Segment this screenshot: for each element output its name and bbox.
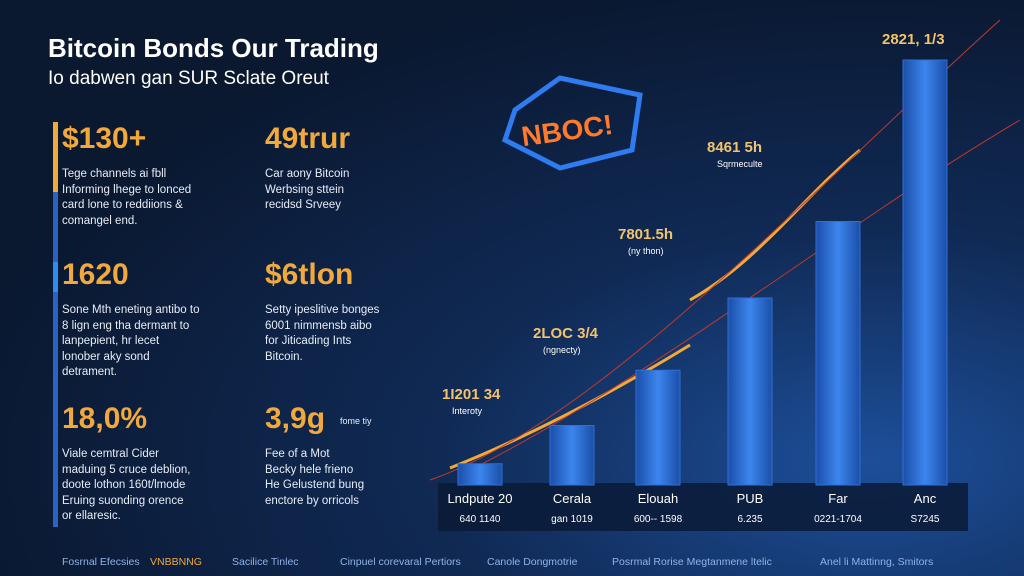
stat-line: detrament. <box>62 366 117 378</box>
stat-value: 1620 <box>62 258 129 291</box>
bar <box>635 369 681 486</box>
category-label: Lndpute 20 <box>447 491 512 506</box>
annotation: 2LOC 3/4 <box>533 325 599 342</box>
category-label: PUB <box>737 491 764 506</box>
stat-line: card lone to reddiions & <box>62 199 183 211</box>
trend-line <box>449 343 691 470</box>
category-note: 600-- 1598 <box>634 514 683 525</box>
stat-line: Informing lhege to lonced <box>62 183 192 196</box>
label-panel <box>438 483 968 531</box>
category-note: 640 1140 <box>460 514 501 525</box>
stat-line: Tege channels ai fbll <box>62 168 167 180</box>
stat-value: 49trur <box>265 122 351 155</box>
stat-line: recidsd Srveey <box>265 199 342 211</box>
subtitle: Io dabwen gan SUR Sclate Oreut <box>48 68 329 89</box>
bar <box>902 59 948 486</box>
bar <box>549 425 595 486</box>
footer-item: VNBBNNG <box>150 556 202 568</box>
category-label: Cerala <box>553 491 592 506</box>
stat-line: 8 lign eng tha dermant to <box>62 319 190 332</box>
category-label: Anc <box>914 491 937 506</box>
stat-line: Bitcoin. <box>265 350 303 363</box>
stat-line: Setty ipeslitive bonges <box>265 304 380 316</box>
footer-item: Fosrnal Efecsies <box>62 556 140 568</box>
stat-line: enctore by orricols <box>265 494 359 507</box>
title: Bitcoin Bonds Our Trading <box>48 33 379 63</box>
footer-item: Cinpuel corevaral Pertiors <box>340 556 461 568</box>
footer-item: Sacilice Tinlec <box>232 556 299 568</box>
stat-line: Werbsing sttein <box>265 183 345 196</box>
stat-line: He Gelustend bung <box>265 479 365 491</box>
stat-line: doote lothon 160t/lmode <box>62 479 186 491</box>
badge: NBOC! <box>501 75 643 171</box>
stat-value: $130+ <box>62 122 147 155</box>
category-note: 6.235 <box>737 514 762 525</box>
stat-line: 6001 nimmensb aibo <box>265 319 372 332</box>
annotation-note: (ny thon) <box>628 246 664 256</box>
bar <box>457 463 503 486</box>
stat-value: $6tlon <box>265 258 354 291</box>
category-note: gan 1019 <box>551 514 593 525</box>
stat-line: Becky hele frieno <box>265 463 354 476</box>
accent-segment <box>53 262 58 292</box>
stat-line: Car aony Bitcoin <box>265 168 350 180</box>
annotation-note: Interoty <box>452 406 483 416</box>
category-label: Far <box>828 491 848 506</box>
annotation: 2821, 1/3 <box>882 31 945 48</box>
stat-value: 3,9g <box>265 402 326 435</box>
stat-value: 18,0% <box>62 402 148 435</box>
bar <box>727 297 773 486</box>
stat-line: lonober aky sond <box>62 350 150 363</box>
footer-item: Posrmal Rorise Megtanmene ltelic <box>612 556 772 568</box>
category-label: Elouah <box>638 491 678 506</box>
annotation-note: (ngnecty) <box>543 345 581 355</box>
category-note: 0221-1704 <box>814 514 862 525</box>
stat-line: comangel end. <box>62 214 138 227</box>
badge-text: NBOC! <box>519 109 614 152</box>
stat-line: Fee of a Mot <box>265 448 330 460</box>
bar <box>815 221 861 486</box>
stat-note: fome tiy <box>340 416 372 426</box>
footer-item: Canole Dongmotrie <box>487 556 578 568</box>
stat-line: maduing 5 cruce deblion, <box>62 463 191 476</box>
stat-line: or ellaresic. <box>62 510 121 522</box>
annotation-note: Sqrmeculte <box>717 159 763 169</box>
trend-line <box>689 148 861 302</box>
accent-segment <box>53 122 58 192</box>
annotation: 1I201 34 <box>442 386 501 403</box>
stat-line: Sone Mth eneting antibo to <box>62 304 200 316</box>
stat-line: Eruing suonding orence <box>62 494 184 507</box>
stat-line: lanpepient, hr lecet <box>62 335 160 347</box>
category-note: S7245 <box>911 514 940 525</box>
footer-item: Anel li Mattinng, Smitors <box>820 556 934 568</box>
stat-line: Viale cemtral Cider <box>62 448 159 460</box>
stat-line: for Jiticading Ints <box>265 335 352 347</box>
annotation: 7801.5h <box>618 226 673 243</box>
annotation: 8461 5h <box>707 139 762 156</box>
accent-bar <box>53 122 58 527</box>
